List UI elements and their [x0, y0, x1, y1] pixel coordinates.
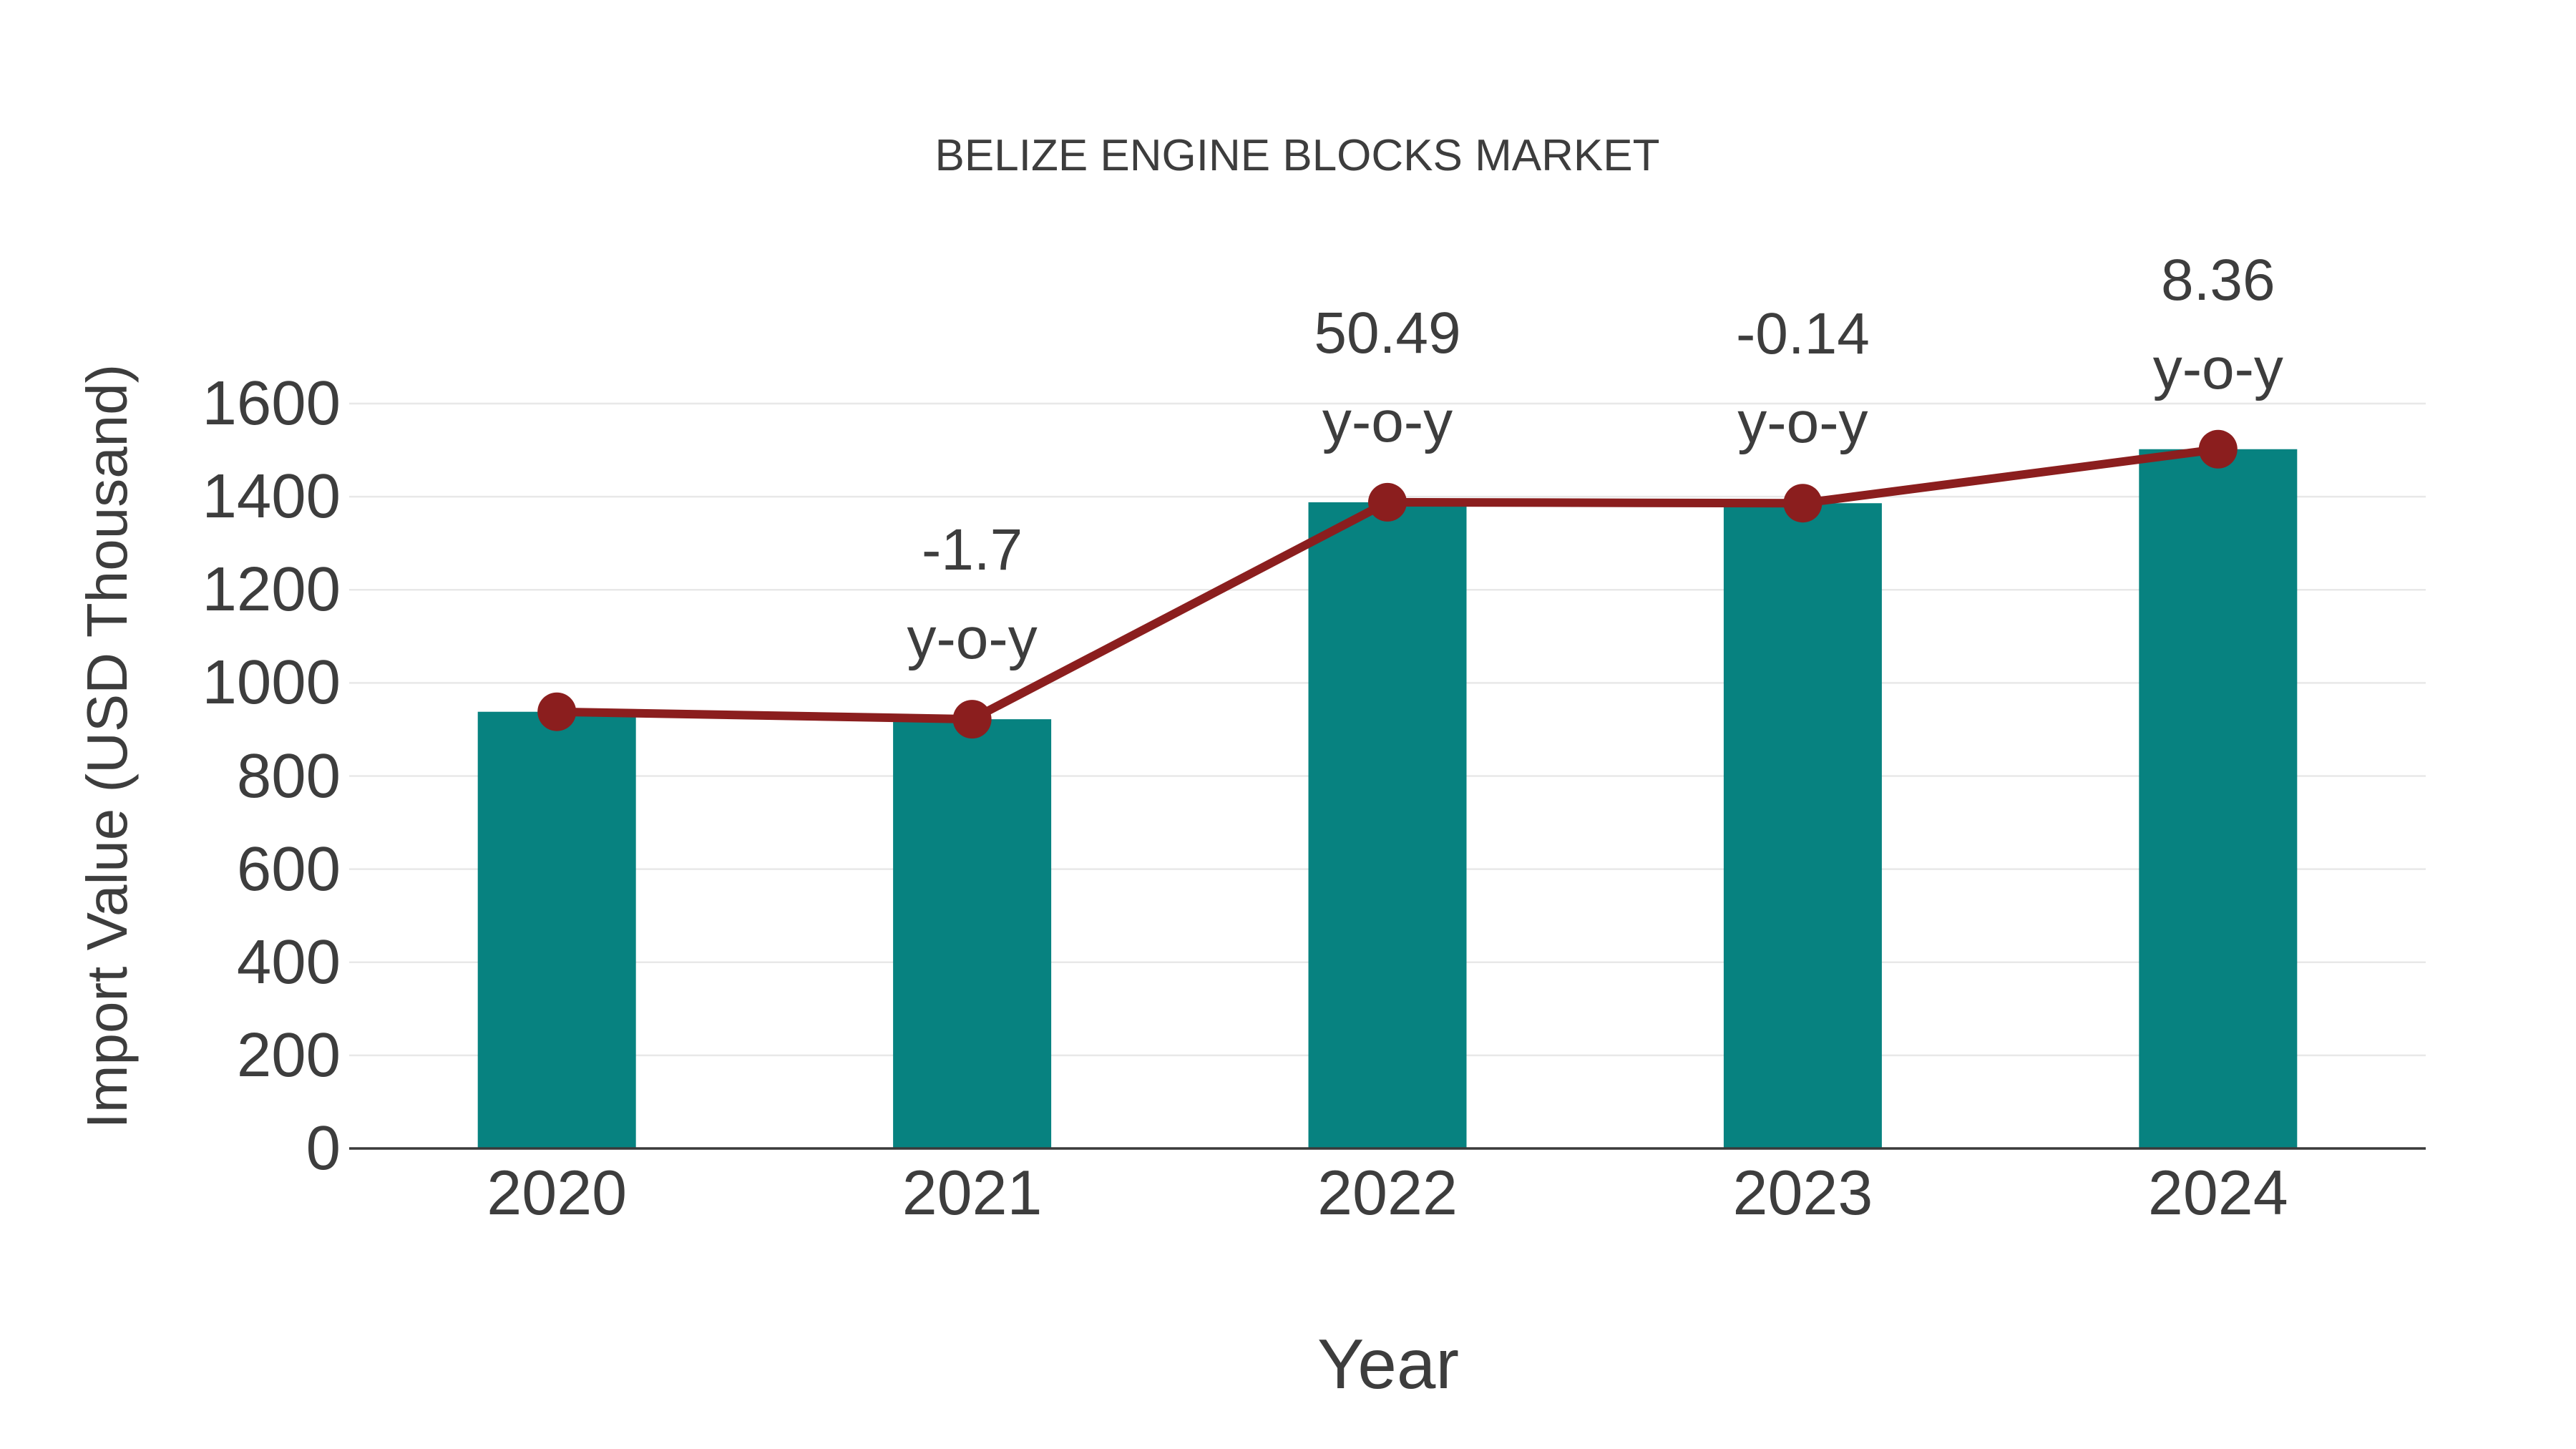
trend-marker-2023 — [1783, 484, 1823, 523]
bar-2022 — [1308, 502, 1467, 1148]
bar-2023 — [1723, 503, 1882, 1148]
annotation-unit-2023: y-o-y — [1737, 390, 1868, 456]
chart-title: BELIZE ENGINE BLOCKS MARKET — [935, 131, 1660, 180]
annotation-unit-2021: y-o-y — [907, 606, 1038, 672]
y-tick-label-0: 0 — [306, 1113, 341, 1183]
trend-marker-2021 — [952, 700, 992, 739]
y-tick-label-800: 800 — [236, 741, 341, 811]
trend-marker-2024 — [2198, 429, 2238, 469]
x-tick-label-2021: 2021 — [902, 1157, 1043, 1228]
y-tick-label-1600: 1600 — [202, 369, 341, 438]
y-tick-label-1000: 1000 — [202, 648, 341, 718]
y-tick-label-1200: 1200 — [202, 555, 341, 625]
trend-marker-2022 — [1368, 482, 1407, 522]
y-tick-label-1400: 1400 — [202, 462, 341, 532]
x-tick-label-2024: 2024 — [2147, 1157, 2288, 1228]
y-tick-label-200: 200 — [236, 1020, 341, 1090]
y-tick-label-400: 400 — [236, 927, 341, 997]
annotation-2024: 8.36 y-o-y — [1996, 236, 2440, 414]
y-tick-label-600: 600 — [236, 834, 341, 904]
annotation-unit-2024: y-o-y — [2152, 336, 2283, 401]
x-tick-label-2022: 2022 — [1317, 1157, 1458, 1228]
annotation-value-2022: 50.49 — [1314, 300, 1461, 366]
annotation-2022: 50.49 y-o-y — [1166, 289, 1609, 467]
x-axis-label: Year — [1317, 1324, 1460, 1403]
annotation-value-2021: -1.7 — [921, 517, 1023, 583]
bar-2021 — [893, 719, 1052, 1148]
annotation-2023: -0.14 y-o-y — [1581, 290, 2024, 467]
x-tick-label-2020: 2020 — [487, 1157, 628, 1228]
annotation-unit-2022: y-o-y — [1322, 389, 1453, 454]
annotation-value-2024: 8.36 — [2160, 247, 2275, 313]
trend-marker-2020 — [537, 692, 577, 731]
annotation-2021: -1.7 y-o-y — [751, 506, 1194, 683]
bar-2024 — [2139, 449, 2298, 1148]
annotation-value-2023: -0.14 — [1735, 301, 1870, 367]
x-tick-label-2023: 2023 — [1732, 1157, 1873, 1228]
bar-2020 — [477, 711, 636, 1148]
